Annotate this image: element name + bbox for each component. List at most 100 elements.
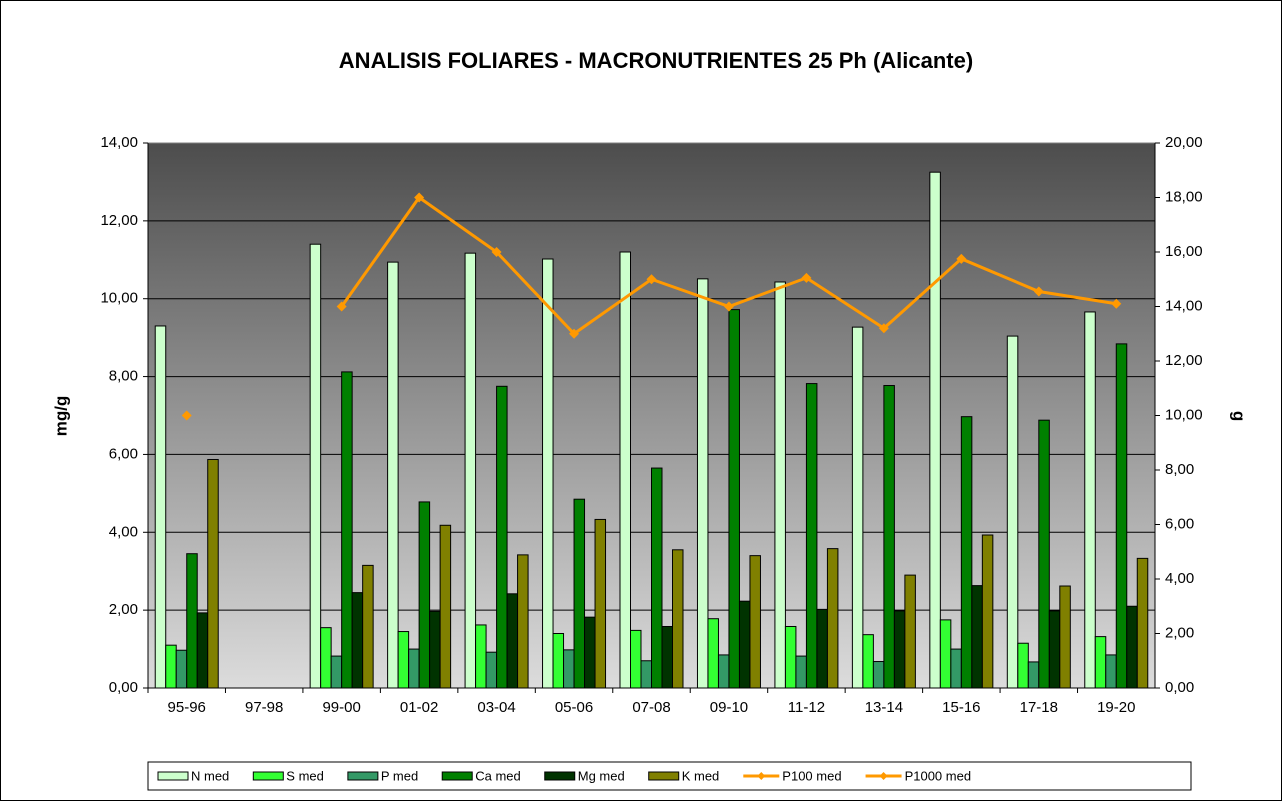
- y-tick-label: 6,00: [109, 445, 138, 462]
- bar: [1105, 654, 1117, 689]
- bar: [387, 261, 399, 689]
- bar: [619, 251, 631, 689]
- bar: [563, 649, 575, 689]
- bar: [630, 629, 642, 689]
- line-marker: [414, 192, 425, 203]
- legend-label: P1000 med: [905, 768, 972, 783]
- bar: [320, 627, 332, 689]
- y2-tick-label: 18,00: [1165, 188, 1203, 205]
- y-tick-label: 10,00: [100, 290, 138, 307]
- bar: [1038, 419, 1050, 689]
- bar: [517, 554, 529, 689]
- legend-label: Mg med: [578, 768, 625, 783]
- x-tick-label: 09-10: [710, 699, 748, 716]
- bar: [362, 564, 374, 689]
- bar: [1048, 610, 1061, 689]
- x-tick-label: 13-14: [865, 699, 903, 716]
- x-tick-label: 95-96: [168, 699, 206, 716]
- bar: [960, 416, 973, 689]
- legend-swatch: [648, 771, 680, 781]
- line-marker: [956, 253, 967, 264]
- bar: [826, 548, 839, 689]
- line-marker: [491, 247, 502, 257]
- x-tick-label: 19-20: [1097, 699, 1135, 716]
- y-axis-title: mg/g: [51, 396, 70, 437]
- bar: [784, 625, 797, 689]
- bar: [1126, 605, 1138, 689]
- bar: [707, 618, 719, 689]
- bar: [584, 616, 596, 689]
- x-tick-label: 15-16: [942, 699, 980, 716]
- bar: [929, 171, 941, 689]
- bar: [309, 243, 322, 689]
- bar: [651, 467, 663, 689]
- bar: [464, 252, 477, 689]
- bar: [1006, 335, 1019, 689]
- bar: [175, 649, 188, 689]
- bar: [774, 281, 786, 689]
- bar: [862, 634, 874, 689]
- line-marker: [181, 410, 192, 421]
- legend-label: N med: [191, 768, 229, 783]
- bar: [418, 501, 431, 689]
- y2-tick-label: 14,00: [1165, 297, 1203, 314]
- bar: [207, 458, 219, 689]
- legend-swatch: [157, 771, 189, 781]
- y2-tick-label: 10,00: [1165, 406, 1203, 423]
- y-tick-label: 12,00: [100, 212, 138, 229]
- bar: [154, 325, 167, 689]
- bar: [573, 498, 586, 689]
- bar: [1136, 557, 1149, 689]
- line-marker: [1033, 286, 1044, 297]
- y2-tick-label: 16,00: [1165, 243, 1203, 260]
- legend-label: S med: [286, 768, 324, 783]
- bar: [1115, 343, 1128, 689]
- bar: [1084, 311, 1096, 689]
- line-marker: [569, 328, 580, 339]
- x-tick-label: 05-06: [555, 699, 593, 716]
- chart-title: ANALISIS FOLIARES - MACRONUTRIENTES 25 P…: [339, 48, 973, 73]
- y-tick-label: 14,00: [100, 134, 138, 151]
- legend-marker: [757, 772, 766, 780]
- bar: [661, 625, 673, 689]
- bar: [728, 309, 740, 689]
- bar: [696, 278, 709, 689]
- y-tick-label: 2,00: [109, 601, 138, 618]
- bar: [429, 610, 441, 689]
- bar: [981, 534, 994, 689]
- bar: [186, 553, 198, 689]
- bar: [496, 385, 508, 689]
- x-tick-label: 07-08: [632, 699, 670, 716]
- bar: [341, 371, 353, 689]
- bar: [1017, 642, 1029, 689]
- bar: [485, 651, 498, 689]
- bar: [971, 585, 983, 689]
- legend-marker: [879, 772, 888, 780]
- x-tick-label: 11-12: [788, 699, 825, 716]
- line-marker: [801, 272, 812, 283]
- bar: [640, 660, 652, 689]
- legend-label: Ca med: [475, 768, 521, 783]
- y2-tick-label: 0,00: [1165, 679, 1194, 696]
- bar: [506, 593, 519, 689]
- bar: [1027, 661, 1040, 689]
- line-marker: [878, 323, 889, 334]
- legend-label: P100 med: [782, 768, 841, 783]
- legend-swatch: [544, 771, 576, 781]
- line-marker: [1111, 298, 1122, 309]
- bar: [196, 612, 209, 689]
- bar: [397, 631, 410, 689]
- bar: [351, 592, 364, 689]
- x-tick-label: 17-18: [1020, 699, 1058, 716]
- bar: [717, 654, 730, 689]
- legend-swatch: [252, 771, 284, 781]
- legend: N med S med P med Ca med Mg med K med P100 med…: [157, 768, 972, 783]
- bar: [883, 385, 895, 689]
- bar: [904, 574, 916, 689]
- bar: [950, 648, 962, 689]
- y-tick-label: 4,00: [109, 523, 138, 540]
- x-tick-label: 01-02: [400, 699, 438, 716]
- y-tick-label: 8,00: [109, 368, 138, 385]
- bar: [738, 600, 751, 689]
